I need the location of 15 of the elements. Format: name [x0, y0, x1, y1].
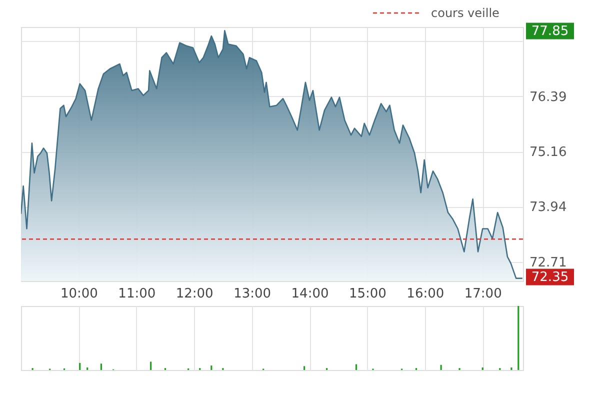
y-tick-label: 75.16	[530, 145, 567, 160]
y-tick-label: 76.39	[530, 90, 567, 105]
x-tick-label: 16:00	[406, 286, 444, 302]
y-tick-label: 73.94	[530, 200, 567, 216]
x-tick-label: 13:00	[234, 286, 272, 302]
x-tick-label: 17:00	[464, 286, 502, 302]
x-tick-label: 12:00	[176, 286, 214, 302]
y-tick-label: 72.71	[530, 256, 567, 271]
text: 72.35	[531, 270, 569, 285]
x-tick-label: 15:00	[348, 286, 386, 302]
text: 77.85	[531, 24, 569, 39]
x-tick-label: 10:00	[60, 286, 98, 302]
x-tick-label: 11:00	[118, 286, 156, 302]
x-tick-label: 14:00	[291, 286, 329, 302]
legend-label: cours veille	[431, 6, 500, 20]
